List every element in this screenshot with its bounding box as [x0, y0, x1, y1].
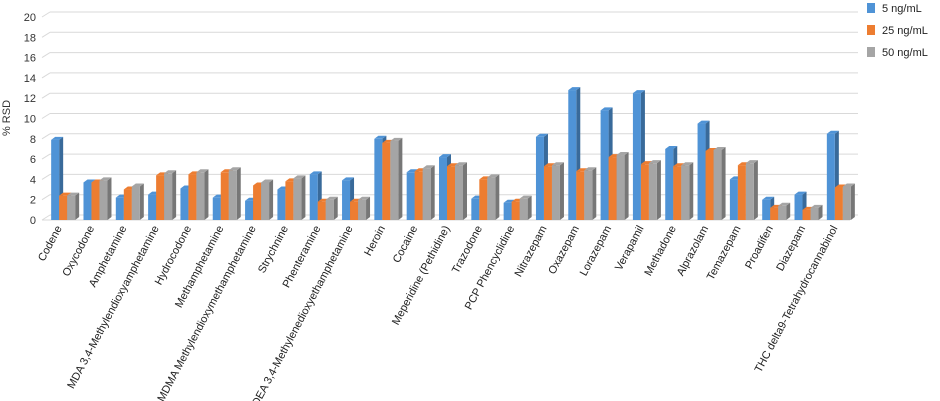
y-tick-label: 16	[24, 53, 36, 65]
y-axis-label: % RSD	[1, 100, 13, 136]
category-label: Oxazepam	[546, 224, 582, 277]
category-label: Diazepam	[774, 224, 808, 273]
bar	[131, 183, 144, 220]
y-tick-label: 10	[24, 114, 36, 126]
bar	[390, 137, 403, 220]
category-label: Proadifen	[743, 224, 776, 271]
bar	[325, 196, 338, 220]
category-label: Temazepam	[705, 224, 744, 283]
bar	[778, 202, 791, 220]
bar	[616, 152, 629, 220]
y-tick-label: 12	[24, 93, 36, 105]
bar	[67, 192, 80, 220]
y-tick-label: 18	[24, 32, 36, 44]
category-label: Meperidine (Pethidine)	[390, 224, 453, 327]
bar	[648, 160, 661, 220]
bar	[584, 167, 597, 220]
bar	[681, 162, 694, 220]
category-label: Strychnine	[256, 224, 291, 276]
bars	[51, 87, 855, 220]
y-tick-label: 14	[24, 73, 36, 85]
y-tick-label: 20	[24, 12, 36, 24]
y-axis-ticks: 0 2 4 6 8 10 12 14 16 18 20	[24, 12, 36, 227]
bar	[293, 175, 306, 220]
svg-text:50 ng/mL: 50 ng/mL	[882, 47, 928, 59]
bar	[196, 169, 209, 220]
bar	[519, 195, 532, 220]
bar	[842, 183, 855, 220]
bar	[713, 146, 726, 220]
category-label: Methadone	[642, 224, 678, 278]
legend-item: 5 ng/mL	[867, 3, 922, 15]
svg-text:25 ng/mL: 25 ng/mL	[882, 25, 928, 37]
category-label: Verapamil	[613, 224, 647, 273]
legend-item: 50 ng/mL	[867, 47, 928, 59]
category-label: Oxycodone	[60, 224, 97, 279]
bar	[487, 174, 500, 220]
y-tick-label: 8	[30, 134, 36, 146]
bar	[551, 162, 564, 220]
bar	[810, 204, 823, 220]
category-label: Trazodone	[450, 224, 485, 276]
category-label: Nitrazepam	[513, 224, 550, 279]
y-tick-label: 2	[30, 195, 36, 207]
category-label: Lorazepam	[578, 224, 614, 278]
legend-item: 25 ng/mL	[867, 25, 928, 37]
bar	[164, 170, 177, 220]
bar	[99, 177, 112, 220]
category-label: Heroin	[362, 224, 388, 258]
bar	[745, 160, 758, 220]
bar	[228, 167, 241, 220]
bar	[261, 179, 274, 220]
y-tick-label: 0	[30, 215, 36, 227]
bar	[422, 165, 435, 220]
legend: 5 ng/mL 25 ng/mL 50 ng/mL	[867, 3, 928, 59]
category-label: Alprazolam	[675, 224, 711, 278]
svg-text:5 ng/mL: 5 ng/mL	[882, 3, 922, 15]
category-label: Codene	[36, 224, 65, 264]
y-tick-label: 4	[30, 174, 36, 186]
bar	[455, 162, 467, 220]
y-tick-label: 6	[30, 154, 36, 166]
category-label: Cocaine	[391, 224, 421, 265]
bar	[358, 196, 371, 220]
